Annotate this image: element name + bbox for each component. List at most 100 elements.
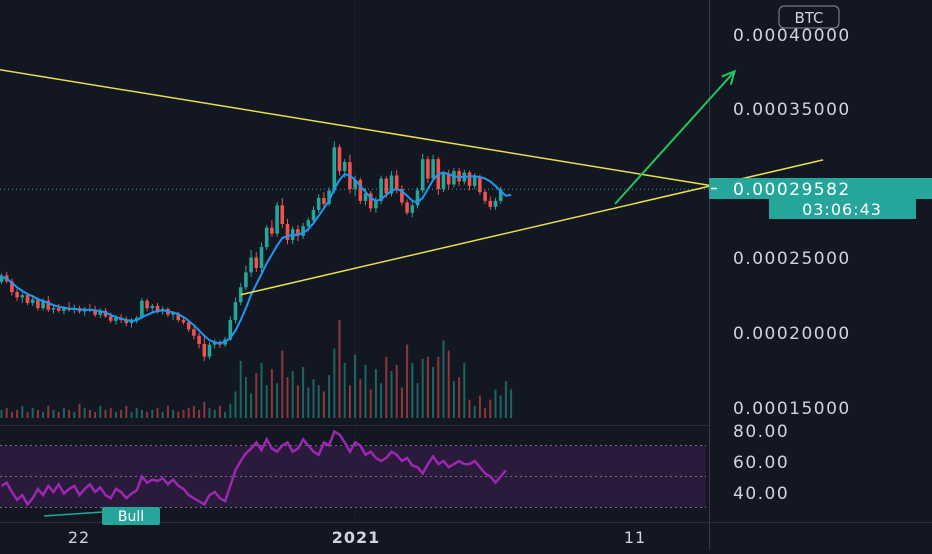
volume-bar [161, 411, 164, 418]
candle [400, 185, 404, 206]
volume-bar [364, 364, 367, 418]
candle [270, 220, 274, 237]
candle-body [498, 189, 503, 201]
volume-bar [166, 405, 169, 418]
volume-bar [286, 377, 289, 418]
candle-body [342, 162, 347, 172]
candle [98, 308, 103, 318]
candle-body [264, 227, 269, 248]
trendline-resistance[interactable] [0, 68, 824, 205]
candle [358, 177, 363, 204]
volume-bar [432, 366, 435, 418]
price-tick-label: 0.00035000 [733, 100, 851, 120]
volume-bar [395, 364, 398, 418]
candle [30, 296, 35, 306]
candle-body [332, 147, 337, 191]
candle [124, 316, 129, 327]
volume-bar [177, 411, 180, 418]
candle-body [249, 257, 253, 273]
candle [56, 303, 61, 313]
volume-bar [47, 405, 50, 418]
candle-body [358, 180, 363, 201]
volume-bar [151, 409, 154, 418]
symbol-badge[interactable] [778, 5, 840, 29]
candle [285, 218, 290, 245]
candle [0, 273, 4, 284]
time-tick-label: 11 [624, 528, 646, 547]
candle [296, 225, 300, 242]
volume-bar [114, 411, 117, 418]
current-price-label [709, 178, 932, 199]
candle [264, 225, 269, 251]
candle-body [176, 313, 181, 321]
volume-bar [468, 399, 471, 418]
candle [322, 192, 326, 209]
candle-body [441, 174, 446, 189]
candle-body [41, 300, 45, 309]
candle-body [212, 342, 217, 345]
volume-bar [499, 395, 502, 418]
candle-body [363, 193, 368, 201]
candle-body [93, 310, 97, 315]
candle [207, 342, 212, 359]
candle [202, 334, 207, 362]
candle-body [353, 180, 357, 189]
volume-bar [120, 409, 123, 418]
volume-bar [296, 385, 299, 418]
candle-body [483, 191, 487, 201]
candle-body [25, 295, 30, 303]
volume-bar [322, 391, 325, 418]
candle [15, 288, 19, 302]
candle-body [389, 175, 394, 194]
volume-bar [281, 350, 284, 418]
candle-body [56, 308, 61, 311]
projection-arrow[interactable] [614, 70, 736, 205]
candle [259, 242, 264, 273]
candle [275, 201, 279, 237]
candle-body [426, 159, 430, 179]
candle-body [207, 344, 212, 357]
volume-bar [260, 362, 263, 418]
candle-body [254, 257, 259, 268]
volume-bar [426, 356, 429, 418]
volume-bar [10, 411, 13, 418]
volume-bar [463, 362, 466, 418]
candle [368, 191, 373, 213]
candle-body [410, 205, 415, 213]
candle [389, 171, 394, 197]
candle-body [51, 308, 56, 310]
candle [441, 171, 446, 192]
candle [233, 297, 238, 324]
candle [145, 298, 149, 312]
volume-bar [504, 381, 507, 418]
candle-body [30, 299, 35, 303]
volume-bar [385, 356, 388, 418]
volume-bar [234, 391, 237, 418]
volume-bar [68, 409, 71, 418]
volume-bar [406, 344, 409, 418]
candle [426, 156, 430, 183]
volume-bar [239, 360, 242, 418]
candle-body [296, 229, 300, 236]
candle-body [322, 197, 326, 204]
current-price-value: 0.00029582 [733, 180, 851, 200]
volume-bar [109, 407, 112, 418]
volume-bar [218, 405, 221, 418]
volume-bar [26, 411, 29, 418]
candle [249, 250, 253, 277]
candle-body [181, 320, 186, 323]
candle [10, 278, 14, 296]
bull-divergence-line [43, 511, 104, 517]
volume-bar [16, 409, 19, 418]
candle [20, 292, 25, 303]
candle [493, 197, 498, 210]
volume-bar [489, 399, 492, 418]
candle-body [228, 320, 233, 340]
candle [420, 153, 425, 194]
volume-bar [411, 362, 414, 418]
candle [140, 297, 144, 320]
candle [46, 296, 51, 312]
candle-body [368, 193, 373, 209]
candle-body [431, 159, 435, 179]
candle [181, 317, 186, 325]
